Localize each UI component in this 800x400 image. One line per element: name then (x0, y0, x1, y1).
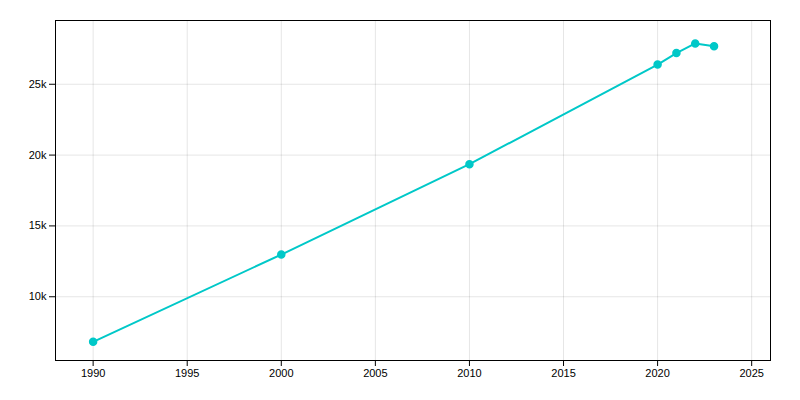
svg-text:2020: 2020 (645, 367, 669, 379)
svg-text:2010: 2010 (457, 367, 481, 379)
svg-text:2000: 2000 (269, 367, 293, 379)
svg-text:10k: 10k (29, 290, 47, 302)
svg-text:25k: 25k (29, 78, 47, 90)
svg-text:15k: 15k (29, 219, 47, 231)
svg-text:1990: 1990 (81, 367, 105, 379)
svg-text:20k: 20k (29, 149, 47, 161)
svg-text:2015: 2015 (551, 367, 575, 379)
svg-text:2025: 2025 (739, 367, 763, 379)
svg-text:1995: 1995 (175, 367, 199, 379)
svg-text:2005: 2005 (363, 367, 387, 379)
